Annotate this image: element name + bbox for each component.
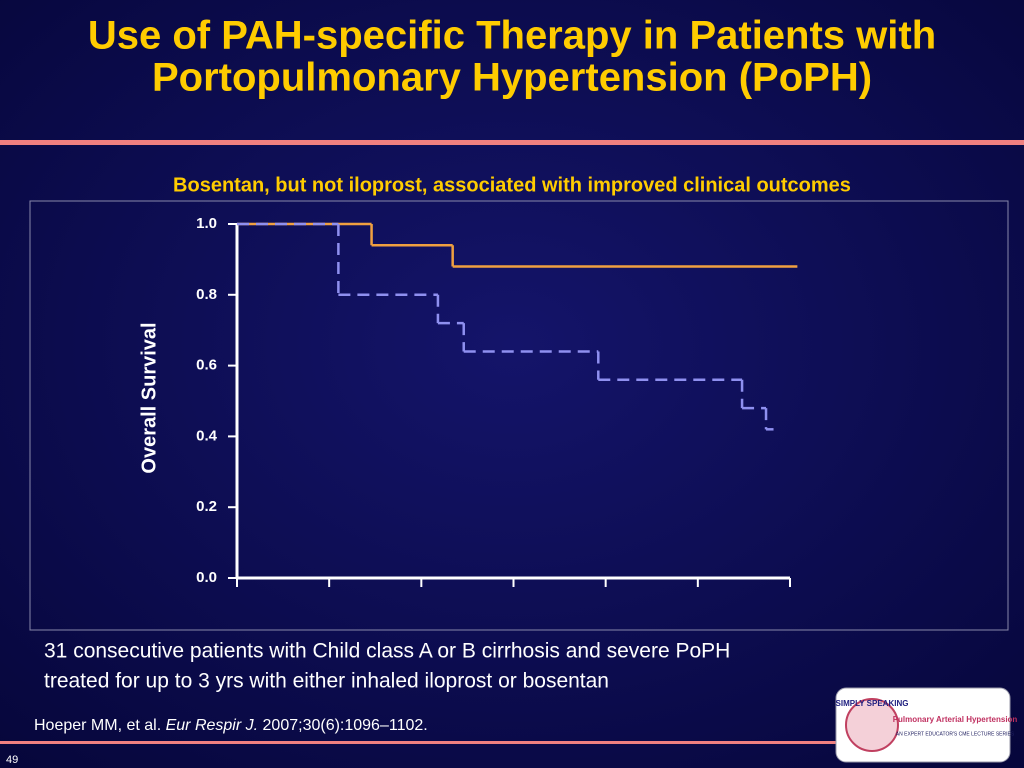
- y-tick-label: 0.0: [196, 569, 217, 586]
- y-tick-label: 1.0: [196, 215, 217, 232]
- page-number: 49: [6, 754, 18, 766]
- logo-tagline: AN EXPERT EDUCATOR'S CME LECTURE SERIES: [896, 731, 1015, 737]
- plot: 0.0 0.2 0.4 0.6 0.8 1.0: [196, 215, 798, 587]
- y-tick-label: 0.4: [196, 427, 218, 444]
- y-axis-label: Overall Survival: [138, 322, 160, 473]
- chart-frame: [29, 200, 1009, 631]
- body-text: treated for up to 3 yrs with either inha…: [44, 670, 609, 693]
- footer-line: [0, 741, 836, 744]
- citation-details: 2007;30(6):1096–1102.: [258, 717, 428, 734]
- divider: [0, 140, 1024, 145]
- y-tick-label: 0.6: [196, 357, 217, 374]
- logo: SIMPLY SPEAKING Pulmonary Arterial Hyper…: [835, 687, 1018, 763]
- subtitle: Bosentan, but not iloprost, associated w…: [173, 174, 851, 196]
- citation: Hoeper MM, et al. Eur Respir J. 2007;30(…: [34, 717, 428, 734]
- citation-journal: Eur Respir J.: [166, 717, 258, 734]
- logo-brand: SIMPLY SPEAKING: [836, 699, 909, 708]
- y-tick-label: 0.2: [196, 498, 217, 515]
- body-text: 31 consecutive patients with Child class…: [44, 640, 730, 663]
- y-tick-label: 0.8: [196, 286, 217, 303]
- citation-authors: Hoeper MM, et al.: [34, 717, 166, 734]
- title: Use of PAH-specific Therapy in Patients …: [88, 14, 936, 58]
- title: Portopulmonary Hypertension (PoPH): [152, 56, 872, 100]
- logo-emblem: [845, 698, 899, 752]
- logo-topic: Pulmonary Arterial Hypertension: [893, 715, 1018, 724]
